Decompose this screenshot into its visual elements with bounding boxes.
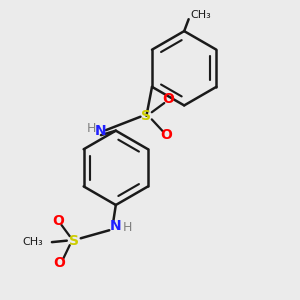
Text: H: H <box>86 122 96 135</box>
Text: O: O <box>52 214 64 228</box>
Text: N: N <box>95 124 107 138</box>
Text: S: S <box>141 109 152 123</box>
Text: N: N <box>110 219 122 233</box>
Text: CH₃: CH₃ <box>190 10 211 20</box>
Text: O: O <box>161 128 172 142</box>
Text: O: O <box>53 256 65 270</box>
Text: H: H <box>122 221 132 234</box>
Text: CH₃: CH₃ <box>22 237 43 247</box>
Text: S: S <box>69 234 79 248</box>
Text: O: O <box>162 92 174 106</box>
